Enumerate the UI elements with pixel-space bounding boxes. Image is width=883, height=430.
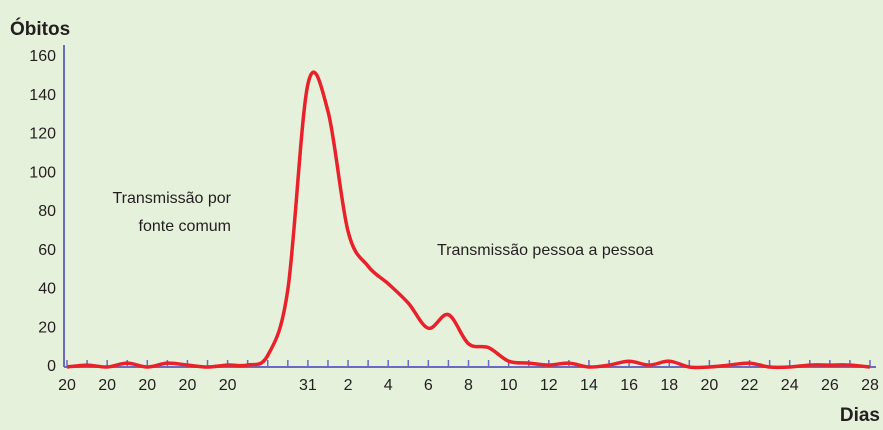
- x-tick-label: 20: [219, 377, 237, 394]
- y-tick-label: 120: [29, 126, 56, 143]
- x-tick-label: 4: [384, 377, 393, 394]
- y-axis-label: Óbitos: [10, 18, 70, 40]
- y-tick-label: 140: [29, 87, 56, 104]
- x-tick-label: 18: [660, 377, 678, 394]
- x-tick-label: 14: [580, 377, 598, 394]
- x-tick-label: 20: [701, 377, 719, 394]
- x-tick-label: 20: [179, 377, 197, 394]
- y-tick-label: 80: [38, 203, 56, 220]
- x-axis-label: Dias: [840, 405, 880, 426]
- x-tick-label: 6: [424, 377, 433, 394]
- annotation: Transmissão por: [112, 190, 231, 207]
- annotation: fonte comum: [139, 218, 231, 235]
- x-tick-label: 12: [540, 377, 558, 394]
- x-tick-label: 2: [344, 377, 353, 394]
- y-tick-label: 20: [38, 319, 56, 336]
- x-tick-label: 20: [98, 377, 116, 394]
- y-tick-label: 40: [38, 281, 56, 298]
- x-tick-label: 28: [861, 377, 879, 394]
- x-tick-label: 20: [138, 377, 156, 394]
- y-tick-label: 0: [47, 358, 56, 375]
- annotation: Transmissão pessoa a pessoa: [437, 242, 654, 259]
- y-tick-label: 60: [38, 242, 56, 259]
- x-tick-label: 26: [821, 377, 839, 394]
- y-tick-label: 100: [29, 164, 56, 181]
- x-tick-label: 31: [299, 377, 317, 394]
- x-tick-label: 10: [500, 377, 518, 394]
- line: [66, 70, 871, 370]
- y-tick-label: 160: [29, 48, 56, 65]
- x-tick-label: 22: [741, 377, 759, 394]
- x-tick-label: 16: [620, 377, 638, 394]
- x-tick-label: 24: [781, 377, 799, 394]
- x-tick-label: 8: [464, 377, 473, 394]
- x-tick-label: 20: [58, 377, 76, 394]
